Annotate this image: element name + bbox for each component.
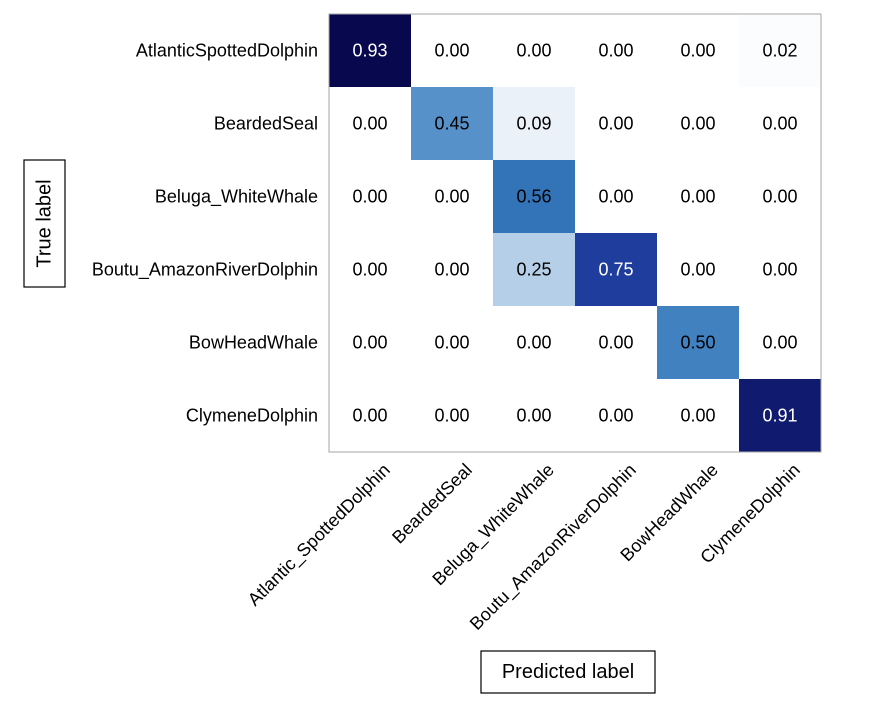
heatmap-cell-2-3 xyxy=(575,160,657,233)
heatmap-cell-3-3 xyxy=(575,233,657,306)
heatmap-cell-5-4 xyxy=(657,379,739,452)
cell-value-2-4: 0.00 xyxy=(680,187,715,207)
cell-value-5-1: 0.00 xyxy=(434,406,469,426)
cell-value-2-3: 0.00 xyxy=(598,187,633,207)
heatmap-cell-4-2 xyxy=(493,306,575,379)
y-axis-label: True label xyxy=(34,179,56,267)
heatmap-cell-0-4 xyxy=(657,14,739,87)
row-label-5: ClymeneDolphin xyxy=(186,406,318,426)
cell-value-4-1: 0.00 xyxy=(434,333,469,353)
cell-value-5-5: 0.91 xyxy=(762,406,797,426)
cell-value-5-3: 0.00 xyxy=(598,406,633,426)
heatmap-cell-3-0 xyxy=(329,233,411,306)
heatmap-cell-1-4 xyxy=(657,87,739,160)
col-label-1: BeardedSeal xyxy=(388,460,476,548)
col-labels-layer: Atlantic_SpottedDolphinBeardedSealBeluga… xyxy=(244,460,804,635)
cell-value-5-0: 0.00 xyxy=(352,406,387,426)
cell-value-5-4: 0.00 xyxy=(680,406,715,426)
cell-value-1-3: 0.00 xyxy=(598,114,633,134)
heatmap-cell-3-5 xyxy=(739,233,821,306)
cell-value-5-2: 0.00 xyxy=(516,406,551,426)
row-label-3: Boutu_AmazonRiverDolphin xyxy=(92,260,318,281)
x-axis-label: Predicted label xyxy=(502,661,634,683)
heatmap-cell-2-0 xyxy=(329,160,411,233)
heatmap-cell-2-1 xyxy=(411,160,493,233)
cell-value-2-5: 0.00 xyxy=(762,187,797,207)
row-label-1: BeardedSeal xyxy=(214,114,318,134)
heatmap-cell-5-1 xyxy=(411,379,493,452)
heatmap-cell-4-0 xyxy=(329,306,411,379)
cell-values-layer: 0.93 0.00 0.00 0.00 0.00 0.02 0.00 0.45 0.09 0.00… xyxy=(352,41,797,426)
heatmap-cell-1-0 xyxy=(329,87,411,160)
heatmap-cell-4-4 xyxy=(657,306,739,379)
heatmap-cell-0-5 xyxy=(739,14,821,87)
heatmap-cell-1-5 xyxy=(739,87,821,160)
heatmap-cell-0-2 xyxy=(493,14,575,87)
heatmap-cell-2-5 xyxy=(739,160,821,233)
heatmap-cell-1-2 xyxy=(493,87,575,160)
col-label-3: Boutu_AmazonRiverDolphin xyxy=(466,460,641,635)
cell-value-3-1: 0.00 xyxy=(434,260,469,280)
cell-value-1-0: 0.00 xyxy=(352,114,387,134)
cells-layer xyxy=(329,14,821,452)
cell-value-0-0: 0.93 xyxy=(352,41,387,61)
y-axis-label-box xyxy=(23,159,66,288)
heatmap-cell-2-2 xyxy=(493,160,575,233)
x-axis-label-box xyxy=(480,650,656,694)
heatmap-cell-2-4 xyxy=(657,160,739,233)
cell-value-0-5: 0.02 xyxy=(762,41,797,61)
row-label-2: Beluga_WhiteWhale xyxy=(155,187,318,208)
heatmap-cell-5-0 xyxy=(329,379,411,452)
y-axis-label-group: True label xyxy=(23,159,66,288)
row-labels-layer: AtlanticSpottedDolphin BeardedSeal Beluga_… xyxy=(92,41,318,426)
heatmap-cell-5-2 xyxy=(493,379,575,452)
cell-value-1-4: 0.00 xyxy=(680,114,715,134)
cell-value-1-1: 0.45 xyxy=(434,114,469,134)
heatmap-cell-3-1 xyxy=(411,233,493,306)
cell-value-4-5: 0.00 xyxy=(762,333,797,353)
cell-value-4-3: 0.00 xyxy=(598,333,633,353)
heatmap-cell-1-3 xyxy=(575,87,657,160)
heatmap-cell-3-2 xyxy=(493,233,575,306)
cell-value-2-2: 0.56 xyxy=(516,187,551,207)
heatmap-cell-0-0 xyxy=(329,14,411,87)
cell-value-4-2: 0.00 xyxy=(516,333,551,353)
cell-value-0-2: 0.00 xyxy=(516,41,551,61)
heatmap-cell-5-3 xyxy=(575,379,657,452)
cell-value-3-3: 0.75 xyxy=(598,260,633,280)
heatmap-cell-0-3 xyxy=(575,14,657,87)
heatmap-cell-5-5 xyxy=(739,379,821,452)
x-axis-label-group: Predicted label xyxy=(480,650,656,694)
cell-value-1-2: 0.09 xyxy=(516,114,551,134)
heatmap-cell-4-1 xyxy=(411,306,493,379)
cell-value-3-5: 0.00 xyxy=(762,260,797,280)
cell-value-4-4: 0.50 xyxy=(680,333,715,353)
cell-value-3-0: 0.00 xyxy=(352,260,387,280)
heatmap-cell-4-3 xyxy=(575,306,657,379)
cell-value-0-4: 0.00 xyxy=(680,41,715,61)
cell-value-2-0: 0.00 xyxy=(352,187,387,207)
cell-value-0-1: 0.00 xyxy=(434,41,469,61)
cell-value-0-3: 0.00 xyxy=(598,41,633,61)
col-label-0: Atlantic_SpottedDolphin xyxy=(244,460,395,611)
heatmap-cell-1-1 xyxy=(411,87,493,160)
cell-value-3-4: 0.00 xyxy=(680,260,715,280)
row-label-0: AtlanticSpottedDolphin xyxy=(136,41,318,61)
heatmap-cell-3-4 xyxy=(657,233,739,306)
heatmap-cell-4-5 xyxy=(739,306,821,379)
row-label-4: BowHeadWhale xyxy=(189,333,318,353)
cell-value-3-2: 0.25 xyxy=(516,260,551,280)
plot-frame xyxy=(328,13,822,453)
heatmap-cell-0-1 xyxy=(411,14,493,87)
cell-value-1-5: 0.00 xyxy=(762,114,797,134)
cell-value-4-0: 0.00 xyxy=(352,333,387,353)
cell-value-2-1: 0.00 xyxy=(434,187,469,207)
